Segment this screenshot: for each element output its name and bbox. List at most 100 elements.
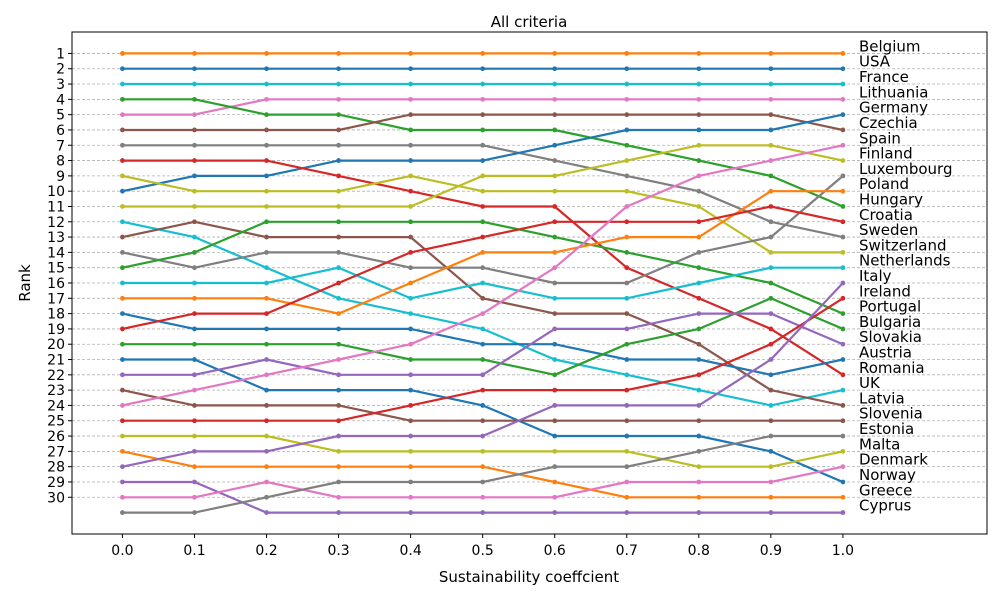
- y-tick-label: 14: [47, 245, 65, 261]
- data-point: [192, 204, 197, 209]
- country-label: Croatia: [859, 206, 913, 224]
- data-point: [120, 51, 125, 56]
- data-point: [624, 357, 630, 362]
- y-tick-label: 25: [47, 414, 65, 430]
- data-point: [120, 387, 125, 393]
- data-point: [768, 341, 774, 347]
- data-point: [696, 51, 702, 56]
- data-point: [264, 479, 269, 485]
- data-point: [120, 295, 125, 301]
- data-point: [408, 387, 414, 393]
- data-point: [336, 479, 341, 485]
- data-point: [768, 494, 774, 500]
- data-point: [480, 510, 486, 515]
- country-label: Hungary: [859, 190, 923, 208]
- data-point: [768, 249, 774, 255]
- data-point: [480, 311, 486, 317]
- data-point: [552, 311, 558, 317]
- data-point: [768, 265, 774, 271]
- data-point: [624, 51, 630, 56]
- data-point: [336, 249, 341, 255]
- data-point: [696, 66, 702, 72]
- data-point: [120, 464, 125, 470]
- data-point: [480, 387, 486, 393]
- data-point: [408, 372, 414, 378]
- country-label: Poland: [859, 175, 909, 193]
- data-point: [120, 280, 125, 286]
- data-point: [264, 448, 269, 454]
- data-point: [480, 81, 486, 87]
- data-point: [696, 448, 702, 454]
- data-point: [840, 204, 846, 209]
- data-point: [192, 265, 197, 271]
- data-point: [840, 403, 846, 408]
- x-tick-label: 0.7: [616, 543, 638, 559]
- data-point: [552, 326, 558, 332]
- data-point: [624, 387, 630, 393]
- data-point: [768, 127, 774, 133]
- data-point: [840, 51, 846, 56]
- data-point: [336, 494, 341, 500]
- data-point: [768, 96, 774, 102]
- data-point: [840, 81, 846, 87]
- data-point: [696, 357, 702, 362]
- data-point: [624, 265, 630, 271]
- data-point: [264, 51, 269, 56]
- y-tick-label: 11: [47, 199, 65, 215]
- data-point: [552, 357, 558, 362]
- data-point: [480, 403, 486, 408]
- data-point: [624, 219, 630, 225]
- data-point: [120, 479, 125, 485]
- data-point: [192, 173, 197, 179]
- data-point: [768, 510, 774, 515]
- data-point: [192, 311, 197, 317]
- data-point: [336, 96, 341, 102]
- data-point: [264, 311, 269, 317]
- data-point: [552, 448, 558, 454]
- data-point: [840, 66, 846, 72]
- y-tick-label: 9: [56, 169, 65, 185]
- data-point: [696, 510, 702, 515]
- data-point: [768, 204, 774, 209]
- data-point: [480, 173, 486, 179]
- country-label: Portugal: [859, 298, 921, 316]
- country-label: Finland: [859, 145, 913, 163]
- country-label: Slovenia: [859, 405, 923, 423]
- data-point: [552, 479, 558, 485]
- data-point: [624, 403, 630, 408]
- chart-title: All criteria: [491, 13, 568, 31]
- data-point: [840, 142, 846, 148]
- data-point: [192, 234, 197, 240]
- data-point: [408, 448, 414, 454]
- data-point: [264, 81, 269, 87]
- data-point: [480, 96, 486, 102]
- data-point: [336, 311, 341, 317]
- data-point: [624, 433, 630, 439]
- data-point: [840, 479, 846, 485]
- data-point: [552, 403, 558, 408]
- data-point: [552, 280, 558, 286]
- data-point: [840, 464, 846, 470]
- data-point: [768, 158, 774, 163]
- data-point: [264, 265, 269, 271]
- data-point: [624, 234, 630, 240]
- data-point: [840, 494, 846, 500]
- data-point: [768, 112, 774, 118]
- series-markers: [120, 51, 846, 515]
- data-point: [264, 510, 269, 515]
- data-point: [624, 249, 630, 255]
- x-tick-label: 0.8: [688, 543, 710, 559]
- data-point: [336, 142, 341, 148]
- data-point: [480, 219, 486, 225]
- data-point: [192, 142, 197, 148]
- data-point: [408, 234, 414, 240]
- data-point: [840, 219, 846, 225]
- data-point: [192, 433, 197, 439]
- data-point: [192, 158, 197, 163]
- y-tick-label: 23: [47, 383, 65, 399]
- data-point: [768, 81, 774, 87]
- data-point: [336, 280, 341, 286]
- data-point: [192, 96, 197, 102]
- x-axis-label: Sustainability coeffcient: [439, 568, 619, 586]
- country-label: France: [859, 68, 909, 86]
